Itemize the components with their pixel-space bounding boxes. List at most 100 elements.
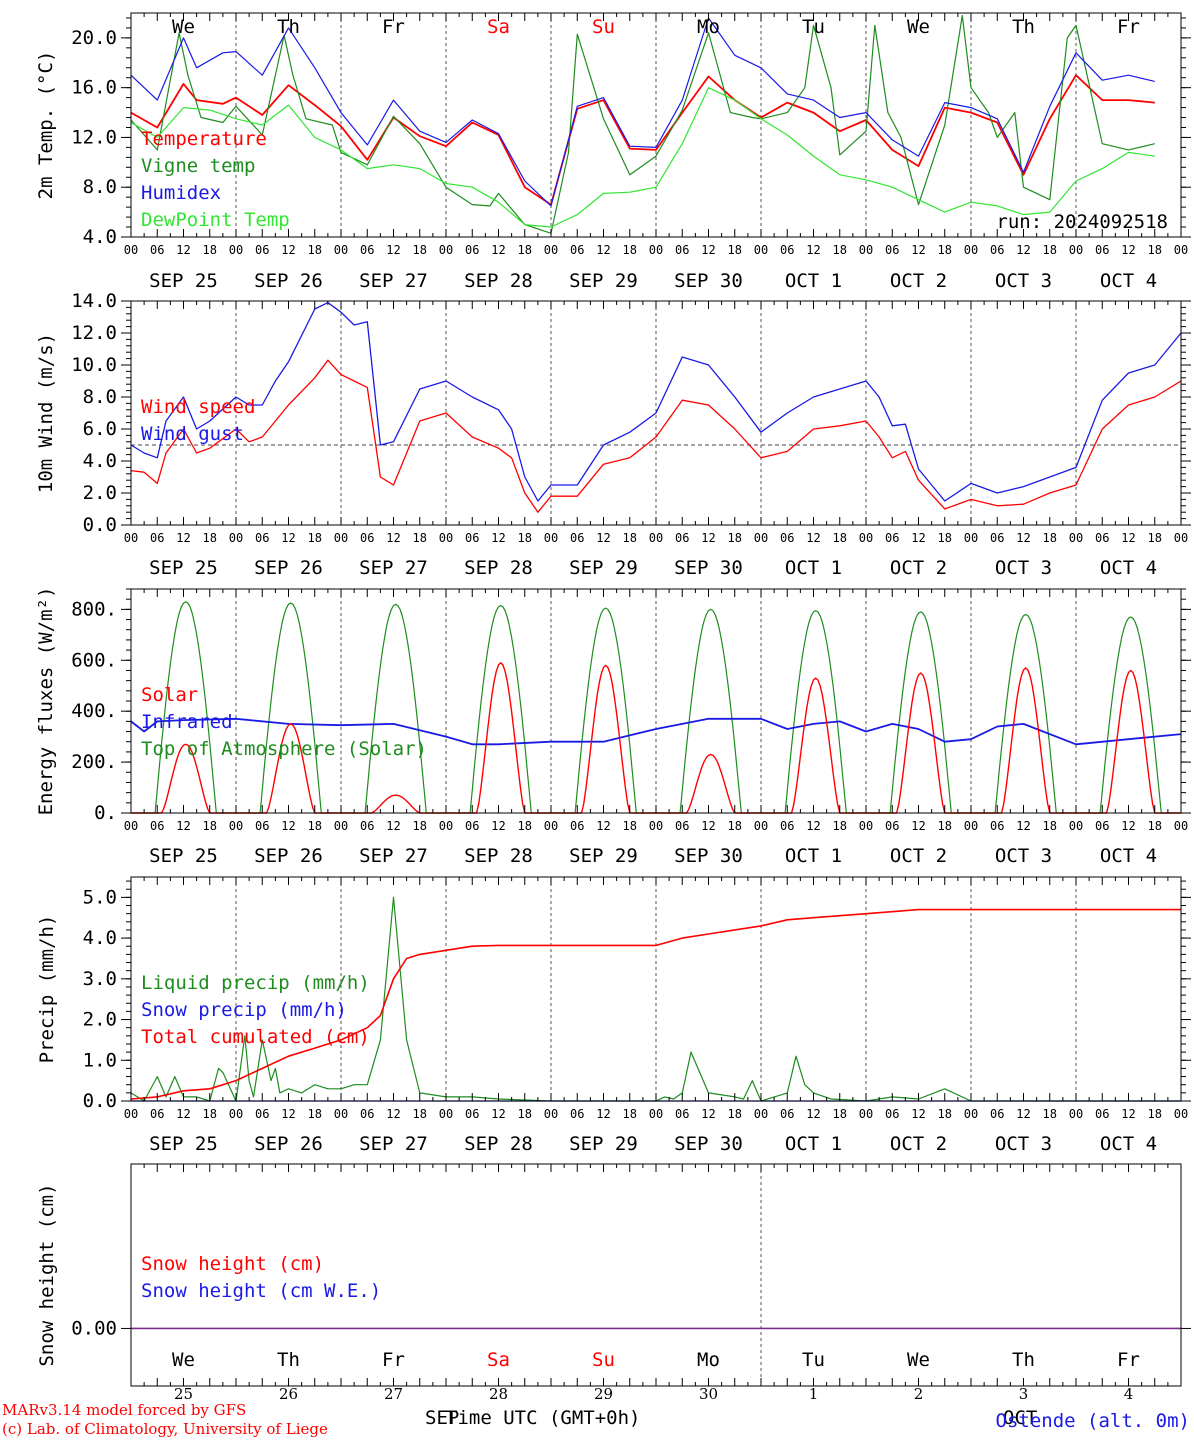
legend-entry: Wind gust bbox=[141, 423, 244, 445]
hour-tick-label: 12 bbox=[176, 243, 190, 257]
hour-tick-label: 12 bbox=[281, 243, 295, 257]
hour-tick-label: 18 bbox=[938, 531, 952, 545]
hour-tick-label: 06 bbox=[990, 243, 1004, 257]
hour-tick-label: 12 bbox=[1121, 531, 1135, 545]
hour-tick-label: 00 bbox=[1174, 243, 1188, 257]
hour-tick-label: 18 bbox=[623, 243, 637, 257]
y-tick-label: 8.0 bbox=[83, 386, 117, 408]
series-temperature bbox=[130, 74, 1155, 206]
hour-tick-label: 18 bbox=[623, 819, 637, 833]
hour-tick-label: 06 bbox=[465, 243, 479, 257]
y-tick-label: 16.0 bbox=[71, 77, 117, 99]
date-label: SEP 28 bbox=[464, 1133, 533, 1155]
hour-tick-label: 18 bbox=[1043, 819, 1057, 833]
hour-tick-label: 18 bbox=[203, 243, 217, 257]
hour-tick-label: 18 bbox=[518, 243, 532, 257]
hour-tick-label: 12 bbox=[281, 1107, 295, 1121]
bottom-day-number: 3 bbox=[1019, 1385, 1029, 1403]
weekday-header: Fr bbox=[382, 16, 405, 38]
hour-tick-label: 18 bbox=[728, 1107, 742, 1121]
date-label: SEP 30 bbox=[674, 845, 743, 867]
y-axis-title: 2m Temp. (°C) bbox=[35, 51, 57, 200]
hour-tick-label: 12 bbox=[281, 819, 295, 833]
hour-tick-label: 18 bbox=[728, 243, 742, 257]
hour-tick-label: 12 bbox=[491, 531, 505, 545]
date-label: OCT 2 bbox=[890, 1133, 947, 1155]
hour-tick-label: 12 bbox=[701, 531, 715, 545]
hour-tick-label: 06 bbox=[570, 819, 584, 833]
date-label: OCT 2 bbox=[890, 557, 947, 579]
bottom-day-number: 30 bbox=[699, 1385, 718, 1403]
legend-entry: Snow height (cm W.E.) bbox=[141, 1280, 381, 1302]
station-name: Ostende (alt. 0m) bbox=[996, 1410, 1190, 1432]
hour-tick-label: 00 bbox=[964, 243, 978, 257]
series-layer bbox=[130, 14, 1182, 1330]
hour-tick-label: 18 bbox=[413, 1107, 427, 1121]
weekday-header: Su bbox=[592, 16, 615, 38]
hour-tick-label: 06 bbox=[570, 531, 584, 545]
date-label: OCT 4 bbox=[1100, 270, 1157, 292]
hour-tick-label: 00 bbox=[754, 819, 768, 833]
hour-tick-label: 06 bbox=[360, 819, 374, 833]
hour-tick-label: 00 bbox=[1069, 1107, 1083, 1121]
hour-tick-label: 12 bbox=[806, 1107, 820, 1121]
hour-tick-label: 00 bbox=[859, 531, 873, 545]
y-tick-label: 400. bbox=[71, 700, 117, 722]
date-label: SEP 30 bbox=[674, 557, 743, 579]
date-label: OCT 4 bbox=[1100, 1133, 1157, 1155]
hour-tick-label: 00 bbox=[1069, 819, 1083, 833]
hour-tick-label: 06 bbox=[990, 819, 1004, 833]
hour-tick-label: 00 bbox=[754, 531, 768, 545]
hour-tick-label: 18 bbox=[308, 531, 322, 545]
date-label: OCT 1 bbox=[785, 1133, 842, 1155]
hour-tick-label: 00 bbox=[649, 1107, 663, 1121]
hour-tick-label: 06 bbox=[675, 243, 689, 257]
hour-tick-label: 00 bbox=[1069, 243, 1083, 257]
weekday-footer: Sa bbox=[487, 1349, 510, 1371]
date-label: SEP 28 bbox=[464, 270, 533, 292]
y-tick-label: 2.0 bbox=[83, 482, 117, 504]
bottom-day-number: 27 bbox=[384, 1385, 403, 1403]
hour-tick-label: 00 bbox=[859, 1107, 873, 1121]
y-tick-label: 12.0 bbox=[71, 322, 117, 344]
series-dewpoint bbox=[130, 87, 1155, 228]
hour-tick-label: 06 bbox=[150, 531, 164, 545]
hour-tick-label: 12 bbox=[1121, 1107, 1135, 1121]
hour-tick-label: 18 bbox=[1043, 243, 1057, 257]
hour-tick-label: 18 bbox=[833, 243, 847, 257]
date-label: SEP 27 bbox=[359, 557, 428, 579]
hour-tick-label: 00 bbox=[649, 243, 663, 257]
y-tick-label: 200. bbox=[71, 751, 117, 773]
y-axis-title: Energy fluxes (W/m²) bbox=[35, 587, 57, 816]
hour-tick-label: 00 bbox=[334, 243, 348, 257]
hour-tick-label: 00 bbox=[544, 1107, 558, 1121]
hour-tick-label: 06 bbox=[1095, 819, 1109, 833]
hour-tick-label: 06 bbox=[885, 819, 899, 833]
hour-tick-label: 12 bbox=[806, 819, 820, 833]
legend-entry: Temperature bbox=[141, 128, 267, 150]
hour-tick-label: 06 bbox=[465, 1107, 479, 1121]
hour-tick-label: 12 bbox=[491, 243, 505, 257]
weekday-header: Th bbox=[277, 16, 300, 38]
y-tick-label: 600. bbox=[71, 649, 117, 671]
date-label: SEP 28 bbox=[464, 557, 533, 579]
hour-tick-label: 18 bbox=[413, 243, 427, 257]
hour-tick-label: 12 bbox=[911, 1107, 925, 1121]
hour-tick-label: 00 bbox=[124, 531, 138, 545]
x-axis-title: Time UTC (GMT+0h) bbox=[446, 1407, 640, 1429]
weekday-footer: Th bbox=[1012, 1349, 1035, 1371]
hour-tick-label: 00 bbox=[439, 531, 453, 545]
y-tick-label: 800. bbox=[71, 598, 117, 620]
hour-tick-label: 12 bbox=[596, 243, 610, 257]
date-label: SEP 30 bbox=[674, 1133, 743, 1155]
legend-entry: Liquid precip (mm/h) bbox=[141, 972, 370, 994]
y-tick-label: 14.0 bbox=[71, 290, 117, 312]
date-label: SEP 29 bbox=[569, 1133, 638, 1155]
y-axis-title: Precip (mm/h) bbox=[36, 915, 58, 1064]
date-label: SEP 26 bbox=[254, 845, 323, 867]
axes-layer bbox=[121, 12, 1191, 1387]
date-label: SEP 29 bbox=[569, 845, 638, 867]
hour-tick-label: 00 bbox=[439, 243, 453, 257]
hour-tick-label: 18 bbox=[1148, 819, 1162, 833]
